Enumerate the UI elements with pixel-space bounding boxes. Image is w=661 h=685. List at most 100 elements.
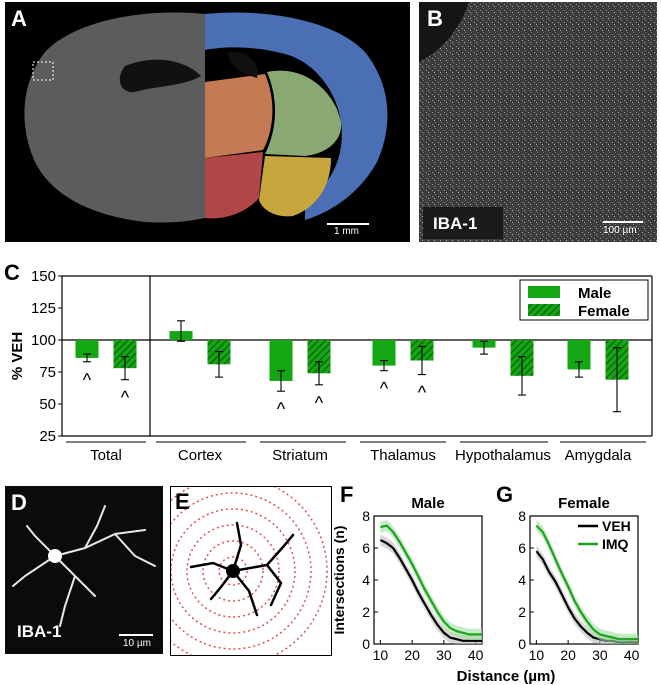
sem-band-imq (380, 520, 482, 640)
y-tick-label: 6 (518, 540, 526, 556)
bar-male (75, 340, 99, 358)
panel-letter-d: D (11, 490, 27, 515)
x-tick-label: 40 (468, 647, 484, 663)
y-tick-label: 0 (362, 636, 370, 652)
bar-male (372, 340, 396, 366)
y-tick-label: 6 (362, 540, 370, 556)
roi-box (32, 61, 54, 81)
y-tick-label: 4 (362, 572, 370, 588)
soma (226, 564, 240, 578)
sholl-ring (171, 487, 328, 655)
sholl-ring (171, 492, 312, 650)
y-tick-label: 4 (518, 572, 526, 588)
significance-caret: ^ (83, 370, 92, 390)
region-striatum-orange (205, 74, 273, 158)
sholl-ring (186, 524, 280, 618)
significance-caret: ^ (315, 393, 324, 413)
brain-section-image (24, 12, 388, 225)
panel-d: D IBA-1 10 µm (5, 486, 163, 654)
x-tick-label: 40 (624, 647, 640, 663)
sholl-ring (218, 556, 248, 586)
panel-a: A 1 mm (5, 2, 410, 242)
y-tick-label: 150 (31, 268, 56, 285)
x-tick-label: Cortex (178, 447, 223, 464)
bar-female (113, 340, 137, 369)
bar-female (307, 340, 331, 374)
legend-label-imq: IMQ (602, 536, 629, 552)
iba1-label-d: IBA-1 (17, 622, 62, 641)
chart-title: Male (411, 495, 444, 512)
panel-letter-e: E (175, 489, 190, 514)
x-tick-label: 20 (404, 647, 420, 663)
legend-label-male: Male (578, 285, 611, 302)
left-hemisphere (24, 12, 205, 223)
y-tick-label: 50 (39, 396, 56, 413)
x-tick-label: Total (90, 447, 122, 464)
significance-caret: ^ (277, 399, 286, 419)
legend-label-veh: VEH (602, 518, 631, 534)
y-tick-label: 100 (31, 332, 56, 349)
x-tick-label: Hypothalamus (455, 447, 551, 464)
y-axis-label: Intersections (n) (331, 526, 347, 635)
panel-letter-g: G (496, 482, 514, 507)
x-tick-label: 30 (592, 647, 608, 663)
series-line-veh (379, 539, 482, 642)
x-axis-label: Distance (µm) (457, 668, 556, 685)
panel-letter-a: A (11, 6, 27, 31)
panel-e: E (170, 486, 332, 656)
chart-title: Female (558, 495, 610, 512)
x-tick-label: 10 (529, 647, 545, 663)
bar-male (567, 340, 591, 370)
y-tick-label: 8 (518, 508, 526, 524)
plot-frame (373, 515, 483, 645)
series-line-imq (535, 524, 638, 641)
y-tick-label: 75 (39, 364, 56, 381)
x-tick-label: Striatum (272, 447, 328, 464)
y-axis-label: % VEH (9, 332, 26, 380)
ventricle (227, 51, 258, 78)
region-cortex-blue (205, 12, 388, 220)
y-tick-label: 125 (31, 300, 56, 317)
sholl-ring (171, 508, 296, 634)
x-tick-label: 30 (436, 647, 452, 663)
scale-label-a: 1 mm (334, 226, 359, 237)
x-tick-label: 10 (373, 647, 389, 663)
series-line-imq (380, 524, 482, 636)
legend-label-female: Female (578, 303, 630, 320)
y-tick-label: 25 (39, 428, 56, 445)
iba1-micrograph (419, 2, 657, 242)
sholl-rings-diagram (171, 487, 328, 655)
sem-band-imq (536, 520, 638, 644)
scale-label-b: 100 µm (603, 225, 637, 236)
panel-letter-c: C (4, 260, 20, 285)
y-tick-label: 2 (362, 604, 370, 620)
region-thalamus-green (265, 70, 342, 156)
microglia-image (12, 505, 156, 636)
dark-corner (419, 2, 469, 62)
bar-chart: 25 50 75 100 125 150 % VEH Total Cortex Striatum T… (9, 268, 653, 464)
scale-label-d: 10 µm (123, 638, 151, 649)
iba1-label-b: IBA-1 (433, 214, 478, 233)
panel-letter-f: F (340, 482, 354, 507)
region-amygdala-yellow (259, 156, 331, 217)
panel-letter-b: B (427, 6, 443, 31)
legend-swatch-female (528, 304, 560, 316)
tag-background (423, 207, 503, 239)
bar-male (269, 340, 293, 381)
significance-caret: ^ (380, 379, 389, 399)
legend-swatch-male (528, 286, 560, 298)
sem-band-veh (536, 545, 638, 644)
region-hypothalamus-red (205, 152, 263, 219)
x-tick-label: Amygdala (565, 447, 632, 464)
panel-b: B IBA-1 100 µm (419, 2, 657, 242)
ventricle (119, 59, 201, 93)
x-tick-label: Thalamus (370, 447, 436, 464)
y-tick-label: 2 (518, 604, 526, 620)
y-tick-label: 0 (518, 636, 526, 652)
sholl-ring (202, 540, 264, 602)
x-tick-label: 20 (560, 647, 576, 663)
significance-caret: ^ (418, 383, 427, 403)
significance-caret: ^ (121, 388, 130, 408)
y-tick-label: 8 (362, 508, 370, 524)
